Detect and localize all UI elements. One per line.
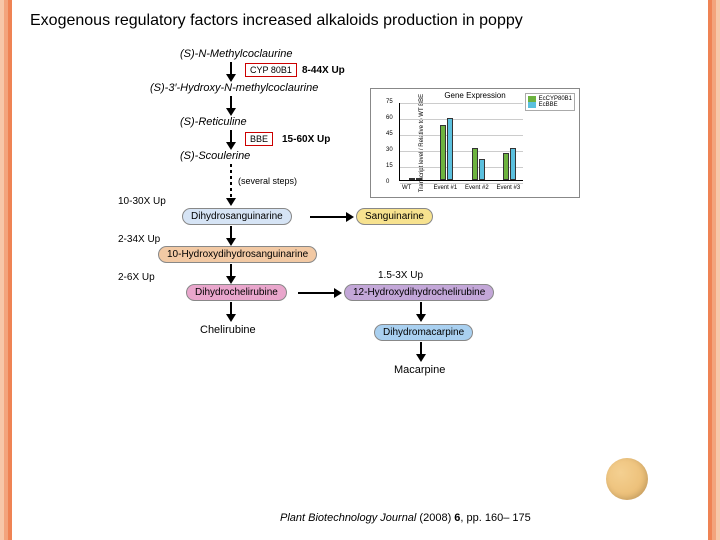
fold-change-hdhc: 1.5-3X Up — [378, 270, 423, 281]
arrow-down-icon — [225, 142, 237, 150]
compound-macarpine: Macarpine — [394, 364, 445, 376]
compound-scoulerine: (S)-Scoulerine — [180, 150, 250, 162]
compound-methylcoclaurine: (S)-N-Methylcoclaurine — [180, 48, 292, 60]
slide-title: Exogenous regulatory factors increased a… — [30, 12, 690, 30]
fold-change-hdhs: 2-34X Up — [118, 234, 160, 245]
slide-content: Exogenous regulatory factors increased a… — [30, 12, 690, 528]
compound-dihydrosanguinarine: Dihydrosanguinarine — [182, 208, 292, 225]
arrow-line — [298, 292, 336, 294]
several-steps-label: (several steps) — [238, 176, 297, 186]
arrow-right-icon — [346, 211, 354, 223]
arrow-down-icon — [225, 238, 237, 246]
citation-journal: Plant Biotechnology Journal — [280, 512, 416, 524]
gene-expression-chart: Gene Expression Transcript level / Relat… — [370, 88, 580, 198]
right-border — [704, 0, 720, 540]
arrow-down-icon — [225, 198, 237, 206]
arrow-down-icon — [225, 276, 237, 284]
fold-change-cyp: 8-44X Up — [302, 65, 345, 76]
compound-reticuline: (S)-Reticuline — [180, 116, 247, 128]
compound-dihydromacarpine: Dihydromacarpine — [374, 324, 473, 341]
enzyme-cyp80b1: CYP 80B1 — [245, 63, 297, 77]
compound-hydroxydihydrosanguinarine: 10-Hydroxydihydrosanguinarine — [158, 246, 317, 263]
fold-change-bbe: 15-60X Up — [282, 134, 330, 145]
legend-label: EcBBE — [539, 102, 558, 108]
compound-chelirubine: Chelirubine — [200, 324, 256, 336]
citation: Plant Biotechnology Journal (2008) 6, pp… — [280, 512, 531, 524]
fold-change-dhs: 10-30X Up — [118, 196, 166, 207]
globe-icon — [606, 458, 648, 500]
left-border — [0, 0, 16, 540]
arrow-down-icon — [415, 314, 427, 322]
arrow-down-icon — [225, 74, 237, 82]
chart-legend: EcCYP80B1 EcBBE — [525, 93, 575, 111]
fold-change-dhc: 2-6X Up — [118, 272, 155, 283]
compound-sanguinarine: Sanguinarine — [356, 208, 433, 225]
chart-plot-area: 01530456075WTEvent #1Event #2Event #3 — [399, 103, 523, 181]
citation-pages: , pp. 160– 175 — [460, 512, 530, 524]
enzyme-bbe: BBE — [245, 132, 273, 146]
arrow-down-icon — [225, 314, 237, 322]
compound-hydroxy-methylcoclaurine: (S)-3′-Hydroxy-N-methylcoclaurine — [150, 82, 318, 94]
compound-dihydrochelirubine: Dihydrochelirubine — [186, 284, 287, 301]
arrow-line — [310, 216, 348, 218]
compound-hydroxydihydrochelirubine: 12-Hydroxydihydrochelirubine — [344, 284, 494, 301]
pathway-diagram: (S)-N-Methylcoclaurine CYP 80B1 8-44X Up… — [110, 48, 670, 488]
arrow-down-icon — [225, 108, 237, 116]
arrow-down-icon — [415, 354, 427, 362]
citation-year: (2008) — [416, 512, 454, 524]
arrow-right-icon — [334, 287, 342, 299]
